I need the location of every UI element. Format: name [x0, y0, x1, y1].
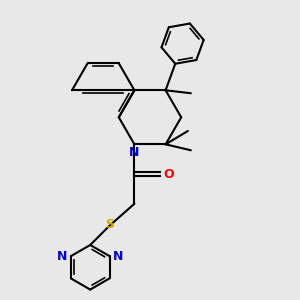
Text: S: S: [105, 218, 114, 231]
Text: N: N: [57, 250, 67, 262]
Text: O: O: [163, 168, 174, 181]
Text: N: N: [129, 146, 140, 159]
Text: N: N: [113, 250, 124, 262]
